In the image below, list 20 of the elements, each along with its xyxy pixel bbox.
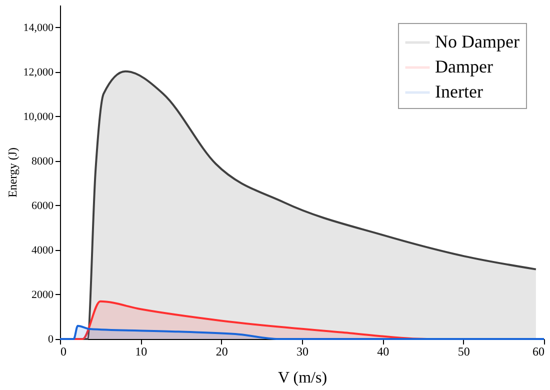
y-tick-label: 10,000 [23,110,54,123]
x-tick-label: 10 [135,344,148,358]
x-tick-label: 0 [60,344,66,358]
x-tick-label: 20 [216,344,228,358]
x-axis-title: V (m/s) [278,370,328,386]
x-tick-label: 50 [458,344,470,358]
legend-label: No Damper [435,32,520,52]
legend-label: Inerter [435,82,483,102]
y-tick-label: 8000 [32,155,54,168]
legend-label: Damper [435,56,493,76]
x-tick-label: 60 [532,344,544,358]
y-tick-label: 14,000 [23,22,54,34]
x-tick-label: 30 [296,344,308,358]
y-tick-label: 6000 [32,200,54,212]
y-tick-label: 2000 [32,288,54,301]
y-tick-label: 4000 [32,244,54,256]
x-tick-label: 40 [377,344,390,358]
y-tick-label: 12,000 [23,66,54,78]
y-tick-label: 0 [48,334,54,346]
y-axis-title: Energy (J) [5,147,20,198]
